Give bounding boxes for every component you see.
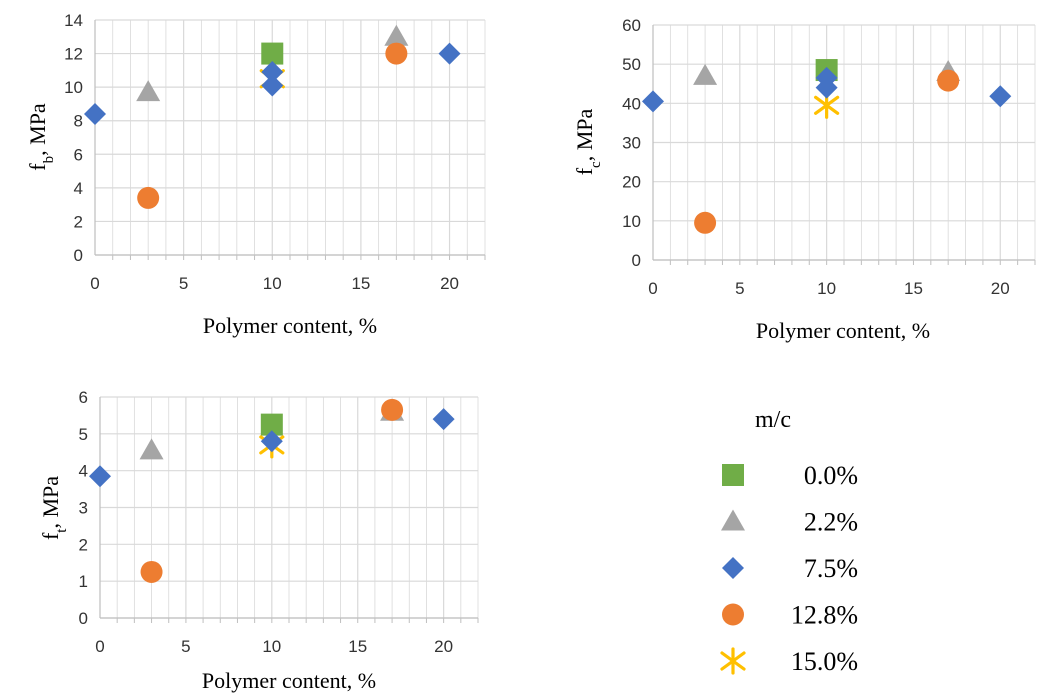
y-tick-label: 60: [622, 16, 641, 35]
data-point: [139, 438, 164, 460]
x-tick-label: 20: [991, 279, 1010, 298]
x-tick-label: 10: [817, 279, 836, 298]
legend-label: 12.8%: [791, 601, 858, 630]
y-tick-label: 4: [79, 462, 88, 481]
y-axis-title-main: f: [38, 532, 63, 540]
data-point: [260, 413, 283, 436]
y-tick-label: 12: [64, 45, 83, 64]
x-axis-title: Polymer content, %: [756, 318, 930, 343]
data-point: [438, 42, 461, 65]
legend-marker-triangle: [721, 509, 745, 531]
legend-label: 0.0%: [804, 461, 858, 490]
y-axis-title-main: f: [572, 167, 597, 175]
y-axis-title-sub: c: [588, 161, 604, 168]
y-tick-label: 4: [74, 179, 83, 198]
x-tick-label: 0: [648, 279, 657, 298]
y-axis-title-rest: , MPa: [25, 103, 50, 156]
data-point: [642, 90, 664, 113]
data-point: [136, 80, 161, 102]
data-point: [989, 85, 1012, 108]
legend: m/c 0.0% 2.2% 7.5% 12.8% 15.0%: [720, 407, 858, 676]
y-tick-label: 1: [79, 572, 88, 591]
y-axis-title: fb, MPa: [25, 103, 57, 171]
y-tick-label: 30: [622, 134, 641, 153]
x-axis-title: Polymer content, %: [203, 313, 377, 338]
y-tick-label: 3: [79, 499, 88, 518]
chart-fb: 0 2 4 6 8 10 12 14 0 5 10 15 20 Polymer content, % fb,…: [25, 11, 486, 338]
data-point: [84, 103, 106, 125]
y-tick-label: 0: [79, 609, 88, 628]
x-axis-title: Polymer content, %: [202, 668, 376, 693]
data-point: [694, 211, 717, 234]
y-tick-label: 2: [74, 212, 83, 231]
y-tick-label: 5: [79, 425, 88, 444]
y-tick-label: 6: [79, 388, 88, 407]
legend-marker-star: [720, 647, 746, 675]
y-tick-label: 0: [632, 251, 641, 270]
legend-marker-square: [722, 464, 744, 486]
y-tick-label: 0: [74, 246, 83, 265]
x-tick-label: 15: [351, 274, 370, 293]
x-tick-label: 20: [440, 274, 459, 293]
y-tick-label: 50: [622, 55, 641, 74]
y-tick-label: 10: [64, 78, 83, 97]
x-tick-label: 5: [179, 274, 188, 293]
data-point: [260, 430, 283, 453]
x-tick-label: 0: [90, 274, 99, 293]
y-axis-title-rest: , MPa: [572, 108, 597, 161]
y-tick-label: 2: [79, 535, 88, 554]
data-point: [89, 465, 111, 488]
data-point: [381, 398, 404, 421]
y-axis-title: fc, MPa: [572, 108, 604, 175]
x-tick-label: 20: [434, 637, 453, 656]
y-tick-label: 6: [74, 145, 83, 164]
legend-marker-diamond: [722, 557, 744, 579]
data-point: [432, 408, 455, 431]
x-tick-label: 15: [904, 279, 923, 298]
y-axis-title-sub: t: [54, 528, 70, 533]
data-point: [693, 63, 718, 85]
y-tick-label: 14: [64, 11, 83, 30]
legend-label: 2.2%: [804, 508, 858, 537]
chart-ft: 0 1 2 3 4 5 6 0 5 10 15 20 Polymer content, % ft, MPa: [38, 388, 479, 693]
data-point: [384, 24, 409, 46]
data-point: [137, 186, 160, 209]
legend-label: 15.0%: [791, 647, 858, 676]
data-point: [261, 42, 284, 65]
y-axis-title-rest: , MPa: [38, 476, 63, 529]
y-axis-title: ft, MPa: [38, 476, 70, 540]
chart-fc: 0 10 20 30 40 50 60 0 5 10 15 20 Polymer content, % f…: [572, 16, 1036, 343]
legend-title: m/c: [755, 407, 791, 433]
y-tick-label: 20: [622, 173, 641, 192]
y-tick-label: 10: [622, 212, 641, 231]
x-tick-label: 5: [735, 279, 744, 298]
y-axis-title-sub: b: [41, 156, 57, 164]
data-point: [815, 76, 838, 99]
x-tick-label: 0: [95, 637, 104, 656]
legend-marker-circle: [722, 603, 744, 626]
data-point: [385, 42, 408, 65]
y-tick-label: 40: [622, 94, 641, 113]
legend-label: 7.5%: [804, 554, 858, 583]
x-tick-label: 10: [263, 274, 282, 293]
data-point: [261, 61, 284, 84]
x-tick-label: 15: [348, 637, 367, 656]
data-point: [140, 560, 163, 583]
x-tick-label: 10: [262, 637, 281, 656]
y-tick-label: 8: [74, 112, 83, 131]
data-point: [261, 74, 284, 97]
x-tick-label: 5: [181, 637, 190, 656]
y-axis-title-main: f: [25, 163, 50, 171]
data-point: [937, 69, 960, 92]
